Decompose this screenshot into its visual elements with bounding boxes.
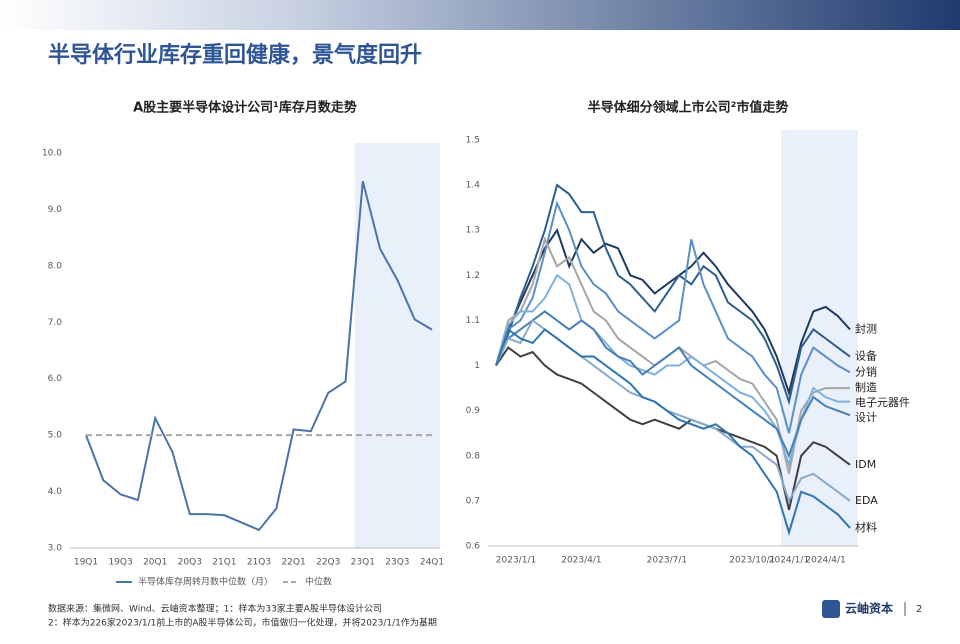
y-tick-label: 1 — [474, 361, 480, 371]
footnote: 数据来源：集微网、Wind、云岫资本整理；1：样本为33家主要A股半导体设计公司 — [48, 603, 382, 615]
x-tick-label: 19Q1 — [74, 558, 98, 568]
x-tick-label: 23Q1 — [351, 558, 375, 568]
legend-label: 设备 — [855, 349, 877, 363]
x-tick-label: 2024/1/1 — [769, 556, 809, 566]
x-tick-label: 20Q1 — [143, 558, 167, 568]
x-tick-label: 2023/4/1 — [561, 556, 601, 566]
highlight-band — [354, 143, 440, 548]
x-tick-label: 21Q3 — [247, 558, 271, 568]
logo-text: 云岫资本 — [845, 601, 893, 616]
y-tick-label: 0.8 — [466, 451, 481, 461]
y-tick-label: 8.0 — [48, 261, 63, 271]
x-tick-label: 20Q3 — [178, 558, 202, 568]
logo-icon — [822, 600, 840, 618]
y-tick-label: 0.6 — [466, 542, 481, 552]
legend-label: 制造 — [855, 380, 877, 394]
legend-label: 封测 — [855, 321, 877, 335]
chart-title: A股主要半导体设计公司¹库存月数走势 — [133, 100, 357, 116]
y-tick-label: 6.0 — [48, 374, 63, 384]
y-tick-label: 1.4 — [466, 181, 481, 191]
series-line — [85, 180, 433, 532]
x-tick-label: 2023/10/1 — [729, 556, 775, 566]
x-tick-label: 2024/4/1 — [805, 556, 845, 566]
y-tick-label: 0.7 — [466, 496, 480, 506]
x-tick-label: 22Q1 — [281, 558, 305, 568]
y-tick-label: 1.3 — [466, 226, 480, 236]
y-tick-label: 3.0 — [48, 544, 63, 554]
page-title: 半导体行业库存重回健康，景气度回升 — [48, 42, 422, 68]
legend-label: 设计 — [855, 411, 877, 424]
x-tick-label: 2023/7/1 — [647, 556, 687, 566]
series-line — [495, 227, 851, 397]
series-line — [495, 200, 851, 434]
series-line — [495, 183, 851, 406]
legend-label: IDM — [855, 458, 876, 471]
legend-label: 半导体库存周转月数中位数（月） — [138, 576, 273, 588]
series-line — [495, 310, 851, 459]
x-tick-label: 22Q3 — [316, 558, 340, 568]
header-bar — [0, 0, 960, 30]
legend-label: 电子元器件 — [855, 396, 910, 409]
highlight-band — [780, 130, 858, 546]
y-tick-label: 5.0 — [48, 431, 63, 441]
y-tick-label: 1.2 — [466, 271, 480, 281]
x-tick-label: 23Q3 — [385, 558, 409, 568]
legend-label: 材料 — [855, 520, 877, 534]
y-tick-label: 1.5 — [466, 136, 480, 146]
legend-label: 中位数 — [305, 576, 332, 588]
series-line — [495, 346, 851, 511]
page-number: 2 — [916, 604, 922, 615]
x-tick-label: 19Q3 — [108, 558, 132, 568]
y-tick-label: 1.1 — [466, 316, 480, 326]
legend-label: EDA — [855, 494, 878, 507]
series-line — [495, 327, 851, 536]
legend-label: 分销 — [855, 364, 877, 378]
x-tick-label: 2023/1/1 — [496, 556, 536, 566]
y-tick-label: 0.9 — [466, 406, 481, 416]
chart-title: 半导体细分领域上市公司²市值走势 — [588, 100, 789, 116]
x-tick-label: 24Q1 — [420, 558, 444, 568]
y-tick-label: 4.0 — [48, 487, 63, 497]
footnote: 2：样本为226家2023/1/1前上市的A股半导体公司，市值做归一化处理，并将… — [48, 617, 437, 629]
y-tick-label: 10.0 — [42, 149, 62, 159]
y-tick-label: 9.0 — [48, 205, 63, 215]
series-line — [495, 273, 850, 469]
x-tick-label: 21Q1 — [212, 558, 236, 568]
y-tick-label: 7.0 — [48, 318, 63, 328]
